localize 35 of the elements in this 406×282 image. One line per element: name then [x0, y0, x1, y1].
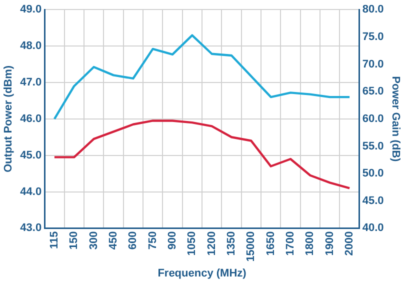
x-tick-label: 1800: [304, 231, 316, 256]
x-tick-label: 1700: [284, 231, 297, 256]
y2-tick-label: 45.0: [362, 194, 384, 207]
x-tick-label: 900: [166, 231, 179, 250]
x-tick-label: 1350: [226, 231, 238, 256]
y-tick-label: 49.0: [20, 4, 42, 16]
y-axis-title: Output Power (dBm): [2, 65, 15, 172]
x-tick-label: 600: [127, 231, 140, 250]
x-tick-label: 2000: [344, 231, 356, 256]
x-tick-label: 450: [108, 231, 120, 250]
y-tick-label: 46.0: [20, 112, 42, 125]
y-tick-label: 45.0: [20, 149, 42, 162]
y2-tick-label: 80.0: [362, 4, 384, 16]
y2-axis-title: Power Gain (dB): [389, 76, 402, 162]
y-tick-label: 44.0: [20, 186, 42, 198]
x-tick-label: 1650: [264, 231, 277, 256]
x-tick-label: 300: [88, 231, 100, 250]
y-tick-label: 43.0: [20, 222, 42, 234]
x-tick-label: 115: [48, 231, 60, 249]
y-tick-label: 48.0: [20, 40, 42, 52]
y2-tick-label: 50.0: [362, 168, 384, 180]
x-tick-label: 15000: [245, 231, 258, 262]
y2-tick-label: 40.0: [362, 222, 384, 234]
x-axis-title: Frequency (MHz): [158, 267, 247, 280]
y2-tick-label: 65.0: [362, 86, 384, 98]
y2-tick-label: 70.0: [362, 58, 384, 70]
y2-tick-label: 60.0: [362, 112, 384, 125]
y2-tick-label: 75.0: [362, 30, 384, 43]
x-tick-label: 150: [68, 231, 80, 250]
y-tick-label: 47.0: [20, 76, 42, 88]
x-tick-label: 1050: [186, 231, 198, 256]
x-tick-label: 1200: [206, 231, 218, 256]
y2-tick-label: 55.0: [362, 140, 384, 152]
x-tick-label: 1900: [324, 231, 336, 256]
x-tick-label: 750: [146, 231, 159, 250]
